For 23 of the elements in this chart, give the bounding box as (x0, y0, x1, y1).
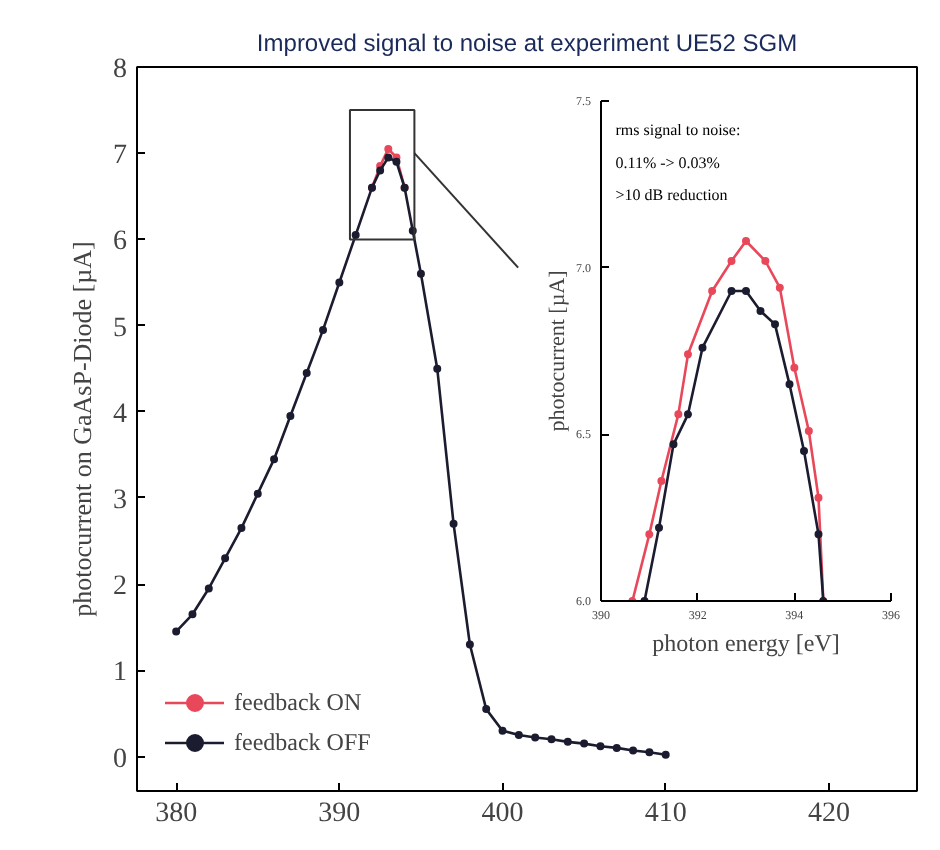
x-tick-label: 400 (481, 799, 524, 829)
x-axis-title: photon energy [eV] (652, 629, 840, 657)
y-axis-title: photocurrent on GaAsP-Diode [µA] (67, 241, 97, 617)
y-tick-label: 5 (113, 313, 127, 344)
annotation: >10 dB reduction (615, 186, 728, 204)
y-tick-label: 3 (113, 485, 127, 516)
y-tick-label: 4 (113, 399, 127, 430)
y-tick-label: 1 (113, 658, 127, 689)
annotation: 0.11% -> 0.03% (615, 153, 721, 172)
x-tick-label: 380 (155, 799, 198, 829)
y-tick-label: 8 (113, 55, 127, 85)
y-tick-label: 7 (113, 141, 127, 172)
x-tick-label: 390 (318, 799, 361, 829)
y-tick-label: 6 (113, 227, 127, 258)
annotation: rms signal to noise: (615, 121, 741, 139)
legend-label: feedback ON (234, 687, 362, 717)
x-tick-label: 410 (644, 799, 687, 829)
chart-title: Improved signal to noise at experiment UE52 SGM (256, 29, 798, 57)
legend-label: feedback OFF (234, 727, 371, 757)
y-axis-title: photocurrent [µA] (546, 270, 570, 432)
y-tick-label: 0 (113, 744, 127, 775)
x-tick-label: 420 (807, 799, 850, 829)
y-tick-label: 2 (113, 572, 127, 603)
